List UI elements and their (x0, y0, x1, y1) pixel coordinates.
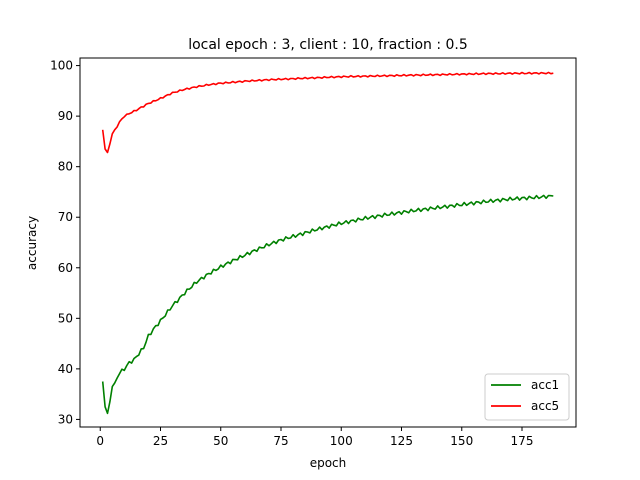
y-tick-label: 100 (50, 59, 73, 73)
series-line-acc1 (101, 194, 554, 415)
y-tick-label: 90 (58, 109, 73, 123)
y-tick-label: 40 (58, 362, 73, 376)
x-axis-ticks: 0 25 50 75 100 125 150 175 (96, 427, 533, 448)
y-tick-label: 30 (58, 412, 73, 426)
series-layer (101, 71, 554, 415)
series-line-acc5 (101, 71, 554, 154)
plot-frame (79, 57, 577, 428)
x-tick-label: 175 (511, 434, 534, 448)
x-axis-label: epoch (310, 456, 347, 470)
x-tick-label: 75 (273, 434, 288, 448)
x-tick-label: 125 (390, 434, 413, 448)
y-tick-label: 80 (58, 160, 73, 174)
y-tick-label: 50 (58, 311, 73, 325)
chart-title: local epoch : 3, client : 10, fraction :… (188, 37, 468, 53)
x-tick-label: 25 (153, 434, 168, 448)
x-tick-label: 0 (96, 434, 104, 448)
legend-label-acc1: acc1 (531, 378, 559, 392)
x-tick-label: 50 (213, 434, 228, 448)
y-axis-label: accuracy (25, 216, 39, 270)
x-tick-label: 150 (450, 434, 473, 448)
legend: acc1 acc5 (484, 373, 570, 421)
y-tick-label: 60 (58, 261, 73, 275)
y-axis-ticks: 30 40 50 60 70 80 90 100 (50, 59, 80, 426)
y-tick-label: 70 (58, 210, 73, 224)
legend-label-acc5: acc5 (531, 399, 559, 413)
x-tick-label: 100 (330, 434, 353, 448)
